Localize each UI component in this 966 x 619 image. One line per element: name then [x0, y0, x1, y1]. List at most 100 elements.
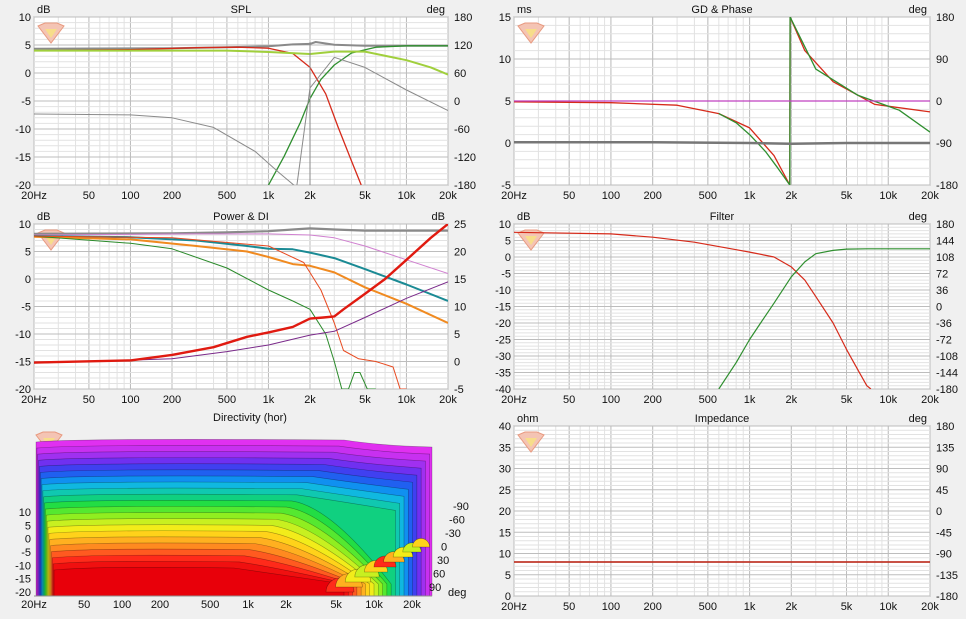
y-tick-label: 15 [499, 12, 511, 24]
y-tick-label: 5 [25, 40, 31, 52]
y2-tick-label: 180 [936, 219, 954, 231]
y-tick-label: 5 [25, 520, 31, 532]
y2-tick-label: 0 [936, 302, 942, 314]
y-axis-label: dB [37, 211, 50, 223]
angle-tick-label: -30 [445, 528, 461, 540]
y2-tick-label: -180 [936, 180, 958, 192]
series-line-power-1 [34, 233, 448, 274]
y-tick-label: 5 [505, 570, 511, 582]
y2-tick-label: -144 [936, 368, 958, 380]
y2-tick-label: 144 [936, 236, 954, 248]
x-tick-label: 20k [439, 190, 457, 202]
x-tick-label: 2k [304, 394, 316, 406]
x-tick-label: 100 [121, 394, 139, 406]
x-tick-label: 5k [359, 394, 371, 406]
x-tick-label: 100 [121, 190, 139, 202]
y-tick-label: 20 [499, 506, 511, 518]
y-tick-label: -10 [15, 329, 31, 341]
x-tick-label: 200 [163, 394, 181, 406]
x-tick-label: 100 [113, 599, 131, 611]
x-tick-label: 50 [78, 599, 90, 611]
series-group [34, 41, 448, 185]
y2-tick-label: -180 [936, 591, 958, 603]
x-tick-label: 500 [699, 190, 717, 202]
x-tick-label: 20Hz [21, 394, 47, 406]
x-tick-label: 100 [602, 394, 620, 406]
y2-tick-label: -72 [936, 335, 952, 347]
y2-tick-label: 0 [454, 357, 460, 369]
y-tick-label: 5 [505, 236, 511, 248]
y2-tick-label: 25 [454, 219, 466, 231]
series-line-filter-1 [718, 248, 930, 389]
y-axis-label: dB [37, 4, 50, 16]
y-tick-label: 10 [19, 12, 31, 24]
angle-tick-label: 30 [437, 555, 449, 567]
y-tick-label: 0 [505, 138, 511, 150]
y-tick-label: 5 [505, 96, 511, 108]
x-tick-label: 100 [602, 601, 620, 613]
x-tick-label: 500 [218, 394, 236, 406]
series-line-spl-3 [34, 49, 448, 76]
angle-tick-label: -60 [449, 515, 465, 527]
vituix-logo-icon [517, 229, 545, 251]
x-tick-label: 20Hz [501, 601, 527, 613]
x-tick-label: 5k [841, 394, 853, 406]
y2-tick-label: 180 [454, 12, 472, 24]
x-tick-label: 20Hz [501, 394, 527, 406]
y2-tick-label: -36 [936, 318, 952, 330]
y-tick-label: -5 [501, 269, 511, 281]
x-tick-label: 5k [359, 190, 371, 202]
x-tick-label: 20k [403, 599, 421, 611]
series-line-power-2 [34, 235, 448, 302]
y2-tick-label: 72 [936, 269, 948, 281]
x-tick-label: 20k [439, 394, 457, 406]
x-tick-label: 200 [643, 601, 661, 613]
series-line-power-4 [34, 235, 376, 389]
logo-core [45, 29, 57, 38]
y-tick-label: 35 [499, 442, 511, 454]
series-line-gd-3 [514, 140, 930, 146]
series-line-power-5 [34, 235, 407, 389]
y2-tick-label: 20 [454, 247, 466, 259]
vituix-logo-icon [37, 22, 65, 44]
x-tick-label: 50 [563, 394, 575, 406]
series-line-power-6 [34, 281, 448, 364]
y-tick-label: -5 [501, 180, 511, 192]
x-tick-label: 20Hz [21, 599, 47, 611]
y2-axis-label: deg [909, 413, 927, 425]
y-tick-label: -15 [15, 357, 31, 369]
series-line-filter-0 [514, 231, 872, 389]
angle-tick-label: 90 [429, 582, 441, 594]
series-group [514, 17, 930, 185]
x-tick-label: 2k [786, 394, 798, 406]
series-line-power-7 [34, 224, 448, 364]
chart-filter: 1050-5-10-15-20-25-30-35-401801441087236… [495, 211, 958, 406]
y2-axis-label: deg [427, 4, 445, 16]
x-tick-label: 500 [201, 599, 219, 611]
y-tick-label: -5 [21, 547, 31, 559]
y-tick-label: -5 [21, 96, 31, 108]
y-tick-label: -15 [15, 574, 31, 586]
x-tick-label: 200 [643, 190, 661, 202]
angle-tick-label: 60 [433, 569, 445, 581]
y-tick-label: 25 [499, 485, 511, 497]
y2-axis-label: deg [909, 211, 927, 223]
x-tick-label: 50 [83, 394, 95, 406]
x-tick-label: 20k [921, 394, 939, 406]
x-tick-label: 10k [398, 394, 416, 406]
y2-tick-label: 90 [936, 464, 948, 476]
x-tick-label: 200 [151, 599, 169, 611]
directivity-lobe [412, 538, 430, 548]
logo-core [525, 438, 537, 447]
x-tick-label: 500 [218, 190, 236, 202]
y-tick-label: 0 [505, 252, 511, 264]
x-tick-label: 500 [699, 394, 717, 406]
y2-tick-label: 15 [454, 274, 466, 286]
y2-axis-label: deg [909, 4, 927, 16]
y2-tick-label: 0 [454, 96, 460, 108]
x-tick-label: 2k [280, 599, 292, 611]
chart-title: SPL [231, 4, 252, 16]
